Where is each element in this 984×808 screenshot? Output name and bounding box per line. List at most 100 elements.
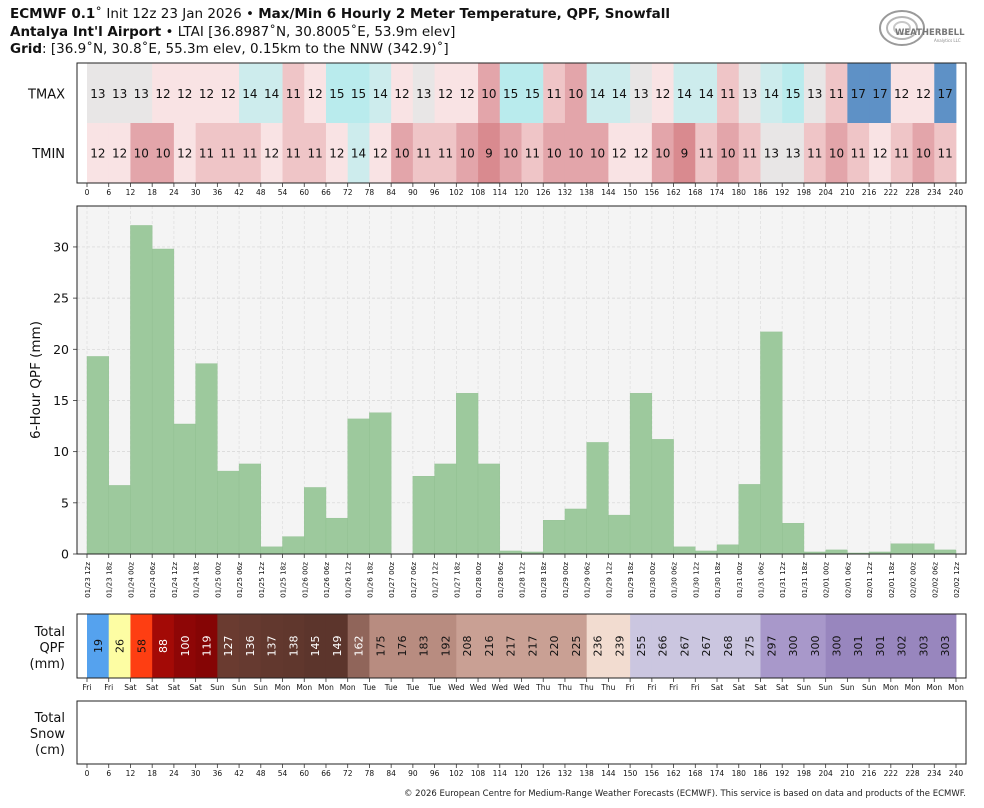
- x-tick-label: 01/27 06z: [409, 562, 418, 598]
- x-tick-label: Mon: [948, 683, 964, 692]
- qpf-bar: [760, 331, 783, 555]
- tmin-cell: [825, 123, 848, 183]
- tmin-value: 12: [329, 147, 344, 161]
- total-qpf-value: 88: [157, 639, 170, 653]
- tmax-cell: [586, 63, 609, 123]
- x-tick-label: 174: [710, 188, 725, 197]
- tmin-cell: [173, 123, 197, 183]
- tmin-value: 12: [633, 147, 648, 161]
- x-tick-label: Tue: [427, 683, 441, 692]
- qpf-bar: [782, 523, 805, 555]
- grid-label: Grid: [10, 41, 43, 57]
- x-tick-label: 01/25 12z: [257, 562, 266, 598]
- x-tick-label: 01/26 06z: [322, 562, 331, 598]
- total-qpf-value: 119: [200, 636, 213, 657]
- y-tick-label: 0: [61, 547, 69, 562]
- tmax-cell: [347, 63, 370, 123]
- total-qpf-value: 136: [244, 636, 257, 657]
- qpf-bar: [108, 485, 131, 555]
- tmax-cell: [130, 63, 153, 123]
- total-qpf-cell: [695, 614, 718, 678]
- init-time: Init 12z 23 Jan 2026 •: [102, 6, 259, 22]
- x-tick-label: 162: [666, 769, 681, 778]
- x-tick-label: 138: [580, 188, 595, 197]
- total-snow-row-label: Snow: [30, 727, 65, 742]
- x-tick-label: 228: [905, 188, 920, 197]
- x-tick-label: 01/24 06z: [148, 562, 157, 598]
- x-tick-label: 60: [299, 769, 309, 778]
- tmin-value: 9: [485, 147, 493, 161]
- x-tick-label: 01/31 06z: [756, 562, 765, 598]
- x-tick-label: 01/29 00z: [561, 562, 570, 598]
- x-tick-label: 01/29 06z: [583, 562, 592, 598]
- qpf-bar: [412, 476, 435, 555]
- x-tick-label: 150: [623, 188, 638, 197]
- tmax-value: 15: [329, 87, 344, 101]
- x-tick-label: Sat: [168, 683, 180, 692]
- qpf-bar: [673, 546, 696, 555]
- x-tick-label: 186: [753, 769, 768, 778]
- tmax-cell: [434, 63, 457, 123]
- tmin-cell: [847, 123, 870, 183]
- qpf-bar: [86, 356, 109, 555]
- x-tick-label: 222: [884, 769, 899, 778]
- x-tick-label: 0: [85, 769, 90, 778]
- total-qpf-value: 297: [765, 636, 778, 657]
- x-tick-label: 01/23 12z: [83, 562, 92, 598]
- x-tick-label: Mon: [318, 683, 334, 692]
- x-tick-label: 150: [623, 769, 638, 778]
- x-tick-label: Thu: [579, 683, 594, 692]
- x-tick-label: 120: [514, 769, 529, 778]
- x-tick-label: Fri: [669, 683, 678, 692]
- tmin-value: 11: [221, 147, 236, 161]
- tmin-value: 11: [242, 147, 257, 161]
- tmin-value: 10: [503, 147, 518, 161]
- x-tick-label: Sun: [819, 683, 834, 692]
- x-tick-label: Sat: [776, 683, 788, 692]
- x-tick-label: Sun: [797, 683, 812, 692]
- total-qpf-value: 26: [114, 639, 127, 653]
- total-qpf-cell: [152, 614, 175, 678]
- x-tick-label: 144: [601, 188, 616, 197]
- total-qpf-value: 236: [592, 636, 605, 657]
- total-qpf-value: 220: [548, 636, 561, 657]
- tmax-value: 13: [633, 87, 648, 101]
- tmin-value: 11: [307, 147, 322, 161]
- x-tick-label: Tue: [405, 683, 419, 692]
- x-tick-label: 132: [558, 188, 573, 197]
- x-tick-label: 24: [169, 769, 179, 778]
- x-tick-label: Mon: [905, 683, 921, 692]
- x-tick-label: 36: [213, 188, 223, 197]
- x-tick-label: 01/28 06z: [496, 562, 505, 598]
- tmax-cell: [738, 63, 761, 123]
- qpf-bar: [151, 248, 175, 555]
- station-name: Antalya Int'l Airport: [10, 23, 162, 40]
- x-tick-label: 210: [840, 769, 855, 778]
- x-tick-label: Wed: [470, 683, 487, 692]
- total-qpf-value: 58: [135, 639, 148, 653]
- total-qpf-cell: [347, 614, 370, 678]
- tmax-value: 15: [351, 87, 366, 101]
- x-tick-label: 234: [927, 188, 942, 197]
- x-tick-label: 96: [430, 769, 440, 778]
- x-tick-label: 01/25 06z: [235, 562, 244, 598]
- tmax-value: 14: [612, 87, 627, 101]
- tmin-value: 10: [568, 147, 583, 161]
- tmin-cell: [499, 123, 522, 183]
- total-qpf-cell: [543, 614, 566, 678]
- x-tick-label: 114: [493, 769, 508, 778]
- x-tick-label: 01/31 00z: [735, 562, 744, 598]
- tmin-cell: [717, 123, 740, 183]
- x-tick-label: 01/27 00z: [387, 562, 396, 598]
- x-tick-label: Sat: [754, 683, 766, 692]
- x-tick-label: 216: [862, 769, 877, 778]
- x-tick-label: 48: [256, 188, 266, 197]
- tmin-cell: [195, 123, 218, 183]
- total-qpf-cell: [282, 614, 305, 678]
- qpf-bar: [934, 549, 957, 555]
- total-qpf-row-label: Total: [34, 625, 65, 640]
- y-tick-label: 25: [53, 291, 69, 306]
- x-tick-label: 204: [818, 188, 833, 197]
- tmax-cell: [695, 63, 718, 123]
- tmax-cell: [369, 63, 392, 123]
